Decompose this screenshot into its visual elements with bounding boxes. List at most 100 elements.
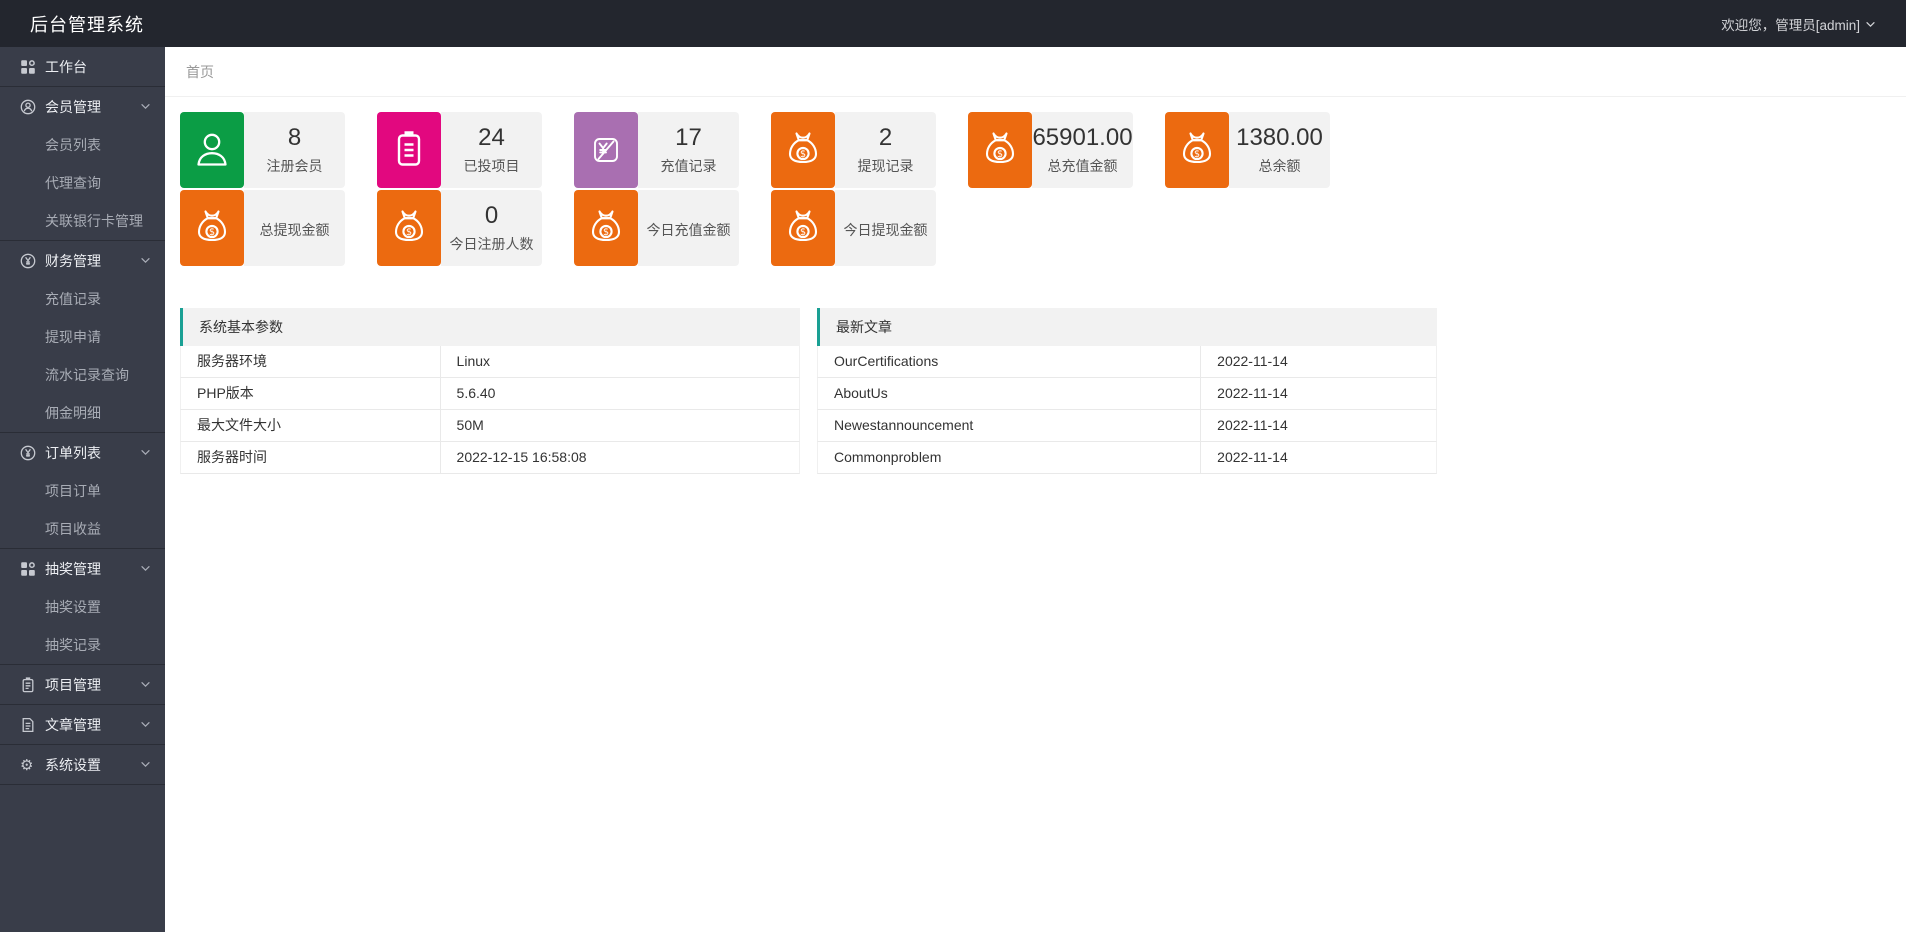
stat-card-0-bottom: $ 总提现金额 — [180, 190, 345, 266]
layout: 工作台 会员管理 会员列表 代理查询 关联银行卡管理 财务管理 充值记录 提现申请 流水记录查询… — [0, 47, 1906, 932]
clipboard-icon — [20, 676, 36, 693]
svg-text:$: $ — [406, 227, 412, 238]
sidebar-item-label: 项目管理 — [45, 676, 101, 693]
table-row: 服务器环境 Linux — [180, 346, 800, 378]
panel-header: 系统基本参数 — [180, 308, 800, 346]
panel-title: 系统基本参数 — [199, 319, 283, 335]
table-cell-key: 服务器环境 — [181, 346, 441, 377]
stat-label: 充值记录 — [660, 157, 717, 174]
breadcrumb-bar: 首页 — [165, 47, 1906, 97]
panel-title: 最新文章 — [836, 319, 892, 335]
table-cell-key: OurCertifications — [818, 346, 1202, 377]
sidebar-nav: 工作台会员管理会员列表代理查询关联银行卡管理财务管理充值记录提现申请流水记录查询… — [0, 47, 165, 932]
welcome-text: 欢迎您，管理员[admin] — [1721, 17, 1860, 33]
sidebar-section-settings: ⚙ 系统设置 — [0, 745, 165, 785]
money-bag-icon: $ — [385, 204, 433, 252]
main-area: 首页 8 注册会员 $ 总提现金额 24 已投项目 $0 今日注册人数 17 充值记录 $ 今日充值金… — [165, 47, 1906, 932]
sidebar-subitem-finance-2[interactable]: 流水记录查询 — [45, 367, 129, 383]
stat-body: 17 充值记录 — [638, 112, 739, 188]
sidebar-subitem-members-1[interactable]: 代理查询 — [45, 175, 101, 191]
table-cell-value: 2022-11-14 — [1217, 385, 1288, 401]
stat-icon-block — [377, 112, 441, 188]
stat-icon-block: $ — [771, 190, 835, 266]
sidebar-item-articles[interactable]: 文章管理 — [0, 705, 165, 744]
money-bag-icon: $ — [188, 204, 236, 252]
stat-card-2-bottom: $ 今日充值金额 — [574, 190, 739, 266]
stat-card-5-top: $1380.00 总余额 — [1165, 112, 1330, 188]
user-menu[interactable]: 欢迎您，管理员[admin] — [1721, 14, 1876, 34]
stat-group-4: $65901.00 总充值金额 — [968, 112, 1133, 188]
svg-text:$: $ — [603, 227, 609, 238]
table-cell-value: Linux — [456, 353, 491, 369]
panel-header: 最新文章 — [817, 308, 1437, 346]
table-row: Commonproblem 2022-11-14 — [817, 442, 1437, 474]
stat-icon-block: $ — [377, 190, 441, 266]
table-row: Newestannouncement 2022-11-14 — [817, 410, 1437, 442]
stat-icon-block: $ — [968, 112, 1032, 188]
stat-value: 65901.00 — [1032, 124, 1133, 152]
stat-icon-block: $ — [1165, 112, 1229, 188]
user-circle-icon — [20, 99, 36, 115]
stat-label: 总余额 — [1258, 157, 1301, 174]
sidebar-subitem-lottery-0[interactable]: 抽奖设置 — [45, 599, 101, 615]
sidebar-subitem-orders-1[interactable]: 项目收益 — [45, 521, 101, 537]
stat-body: 1380.00 总余额 — [1229, 112, 1330, 188]
table-row: AboutUs 2022-11-14 — [817, 378, 1437, 410]
stat-icon-block: $ — [771, 112, 835, 188]
table-cell-value: 2022-12-15 16:58:08 — [456, 449, 587, 465]
svg-text:$: $ — [1194, 149, 1200, 160]
sidebar-item-projects[interactable]: 项目管理 — [0, 665, 165, 704]
stat-label: 总充值金额 — [1047, 157, 1118, 174]
panel-1: 最新文章 OurCertifications 2022-11-14 AboutUs 20… — [817, 308, 1437, 474]
stat-card-1-bottom: $0 今日注册人数 — [377, 190, 542, 266]
top-header: 后台管理系统 欢迎您，管理员[admin] — [0, 0, 1906, 47]
gear-icon: ⚙ — [20, 755, 34, 774]
stat-card-2-top: 17 充值记录 — [574, 112, 739, 188]
sidebar-item-workbench[interactable]: 工作台 — [0, 47, 165, 86]
stat-label: 今日注册人数 — [449, 235, 534, 252]
chevron-down-icon — [140, 679, 151, 690]
sidebar-subitem-members-2[interactable]: 关联银行卡管理 — [45, 213, 143, 229]
sidebar-item-label: 工作台 — [45, 58, 87, 75]
sidebar-subitem-finance-1[interactable]: 提现申请 — [45, 329, 101, 345]
stat-group-3: $2 提现记录 $ 今日提现金额 — [771, 112, 936, 266]
table-row: PHP版本 5.6.40 — [180, 378, 800, 410]
stat-label: 提现记录 — [857, 157, 914, 174]
svg-text:$: $ — [997, 149, 1003, 160]
sidebar-item-finance[interactable]: 财务管理 — [0, 241, 165, 280]
sidebar-section-orders: 订单列表项目订单项目收益 — [0, 433, 165, 549]
sidebar-item-settings[interactable]: ⚙ 系统设置 — [0, 745, 165, 784]
stat-body: 今日提现金额 — [835, 190, 936, 266]
stat-value: 0 — [484, 202, 499, 230]
stat-body: 24 已投项目 — [441, 112, 542, 188]
grid-icon — [20, 59, 36, 75]
sidebar-subitem-finance-0[interactable]: 充值记录 — [45, 291, 101, 307]
sidebar-section-articles: 文章管理 — [0, 705, 165, 745]
stat-body: 今日充值金额 — [638, 190, 739, 266]
sidebar-subitem-lottery-1[interactable]: 抽奖记录 — [45, 637, 101, 653]
clipboard-lines-icon — [385, 126, 433, 174]
chevron-down-icon — [140, 447, 151, 458]
stat-body: 0 今日注册人数 — [441, 190, 542, 266]
stat-label: 今日提现金额 — [843, 221, 928, 238]
table-cell-value: 5.6.40 — [456, 385, 496, 401]
breadcrumb[interactable]: 首页 — [186, 64, 214, 80]
stat-icon-block — [574, 112, 638, 188]
sidebar-item-members[interactable]: 会员管理 — [0, 87, 165, 126]
stat-card-4-top: $65901.00 总充值金额 — [968, 112, 1133, 188]
stat-value: 17 — [675, 124, 702, 152]
chevron-down-icon — [140, 563, 151, 574]
sidebar-subitem-members-0[interactable]: 会员列表 — [45, 137, 101, 153]
table-row: 服务器时间 2022-12-15 16:58:08 — [180, 442, 800, 474]
stat-body: 8 注册会员 — [244, 112, 345, 188]
stat-label: 总提现金额 — [259, 221, 330, 238]
stat-label: 今日充值金额 — [646, 221, 731, 238]
table-cell-key: 最大文件大小 — [181, 410, 441, 441]
yen-circle-icon — [20, 445, 36, 461]
sidebar-subitem-finance-3[interactable]: 佣金明细 — [45, 405, 101, 421]
sidebar-item-orders[interactable]: 订单列表 — [0, 433, 165, 472]
sidebar-subitem-orders-0[interactable]: 项目订单 — [45, 483, 101, 499]
table-cell-key: Commonproblem — [818, 442, 1202, 473]
table-cell-value: 2022-11-14 — [1217, 449, 1288, 465]
sidebar-item-lottery[interactable]: 抽奖管理 — [0, 549, 165, 588]
